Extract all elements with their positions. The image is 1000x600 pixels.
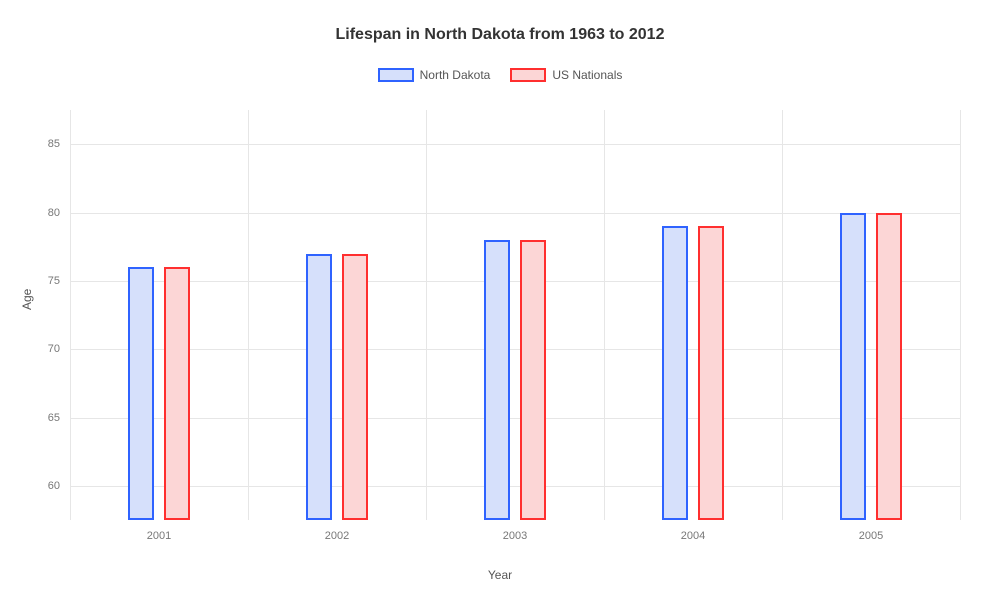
x-tick-label: 2001 bbox=[147, 530, 171, 542]
legend-label: North Dakota bbox=[420, 68, 491, 82]
legend-swatch bbox=[378, 68, 414, 82]
gridline bbox=[604, 110, 605, 520]
bar bbox=[484, 240, 510, 520]
gridline bbox=[70, 110, 71, 520]
y-tick-label: 65 bbox=[48, 412, 60, 424]
chart-plot-area: 60657075808520012002200320042005 bbox=[70, 110, 960, 520]
legend-swatch bbox=[510, 68, 546, 82]
y-tick-label: 60 bbox=[48, 480, 60, 492]
legend: North Dakota US Nationals bbox=[0, 68, 1000, 82]
gridline bbox=[70, 213, 960, 214]
x-tick-label: 2003 bbox=[503, 530, 527, 542]
bar bbox=[662, 226, 688, 520]
y-tick-label: 80 bbox=[48, 207, 60, 219]
gridline bbox=[70, 349, 960, 350]
legend-item-north-dakota: North Dakota bbox=[378, 68, 491, 82]
x-tick-label: 2002 bbox=[325, 530, 349, 542]
bar bbox=[840, 213, 866, 521]
legend-item-us-nationals: US Nationals bbox=[510, 68, 622, 82]
gridline bbox=[70, 486, 960, 487]
chart-title: Lifespan in North Dakota from 1963 to 20… bbox=[0, 0, 1000, 44]
x-axis-label: Year bbox=[488, 568, 512, 582]
bar bbox=[520, 240, 546, 520]
bar bbox=[342, 254, 368, 521]
gridline bbox=[70, 418, 960, 419]
bar bbox=[698, 226, 724, 520]
bar bbox=[306, 254, 332, 521]
y-axis-label: Age bbox=[20, 289, 34, 310]
y-tick-label: 75 bbox=[48, 275, 60, 287]
bar bbox=[876, 213, 902, 521]
gridline bbox=[70, 281, 960, 282]
legend-label: US Nationals bbox=[552, 68, 622, 82]
bar bbox=[128, 267, 154, 520]
gridline bbox=[426, 110, 427, 520]
gridline bbox=[960, 110, 961, 520]
bar bbox=[164, 267, 190, 520]
gridline bbox=[70, 144, 960, 145]
y-tick-label: 70 bbox=[48, 343, 60, 355]
x-tick-label: 2004 bbox=[681, 530, 705, 542]
gridline bbox=[782, 110, 783, 520]
x-tick-label: 2005 bbox=[859, 530, 883, 542]
gridline bbox=[248, 110, 249, 520]
y-tick-label: 85 bbox=[48, 138, 60, 150]
